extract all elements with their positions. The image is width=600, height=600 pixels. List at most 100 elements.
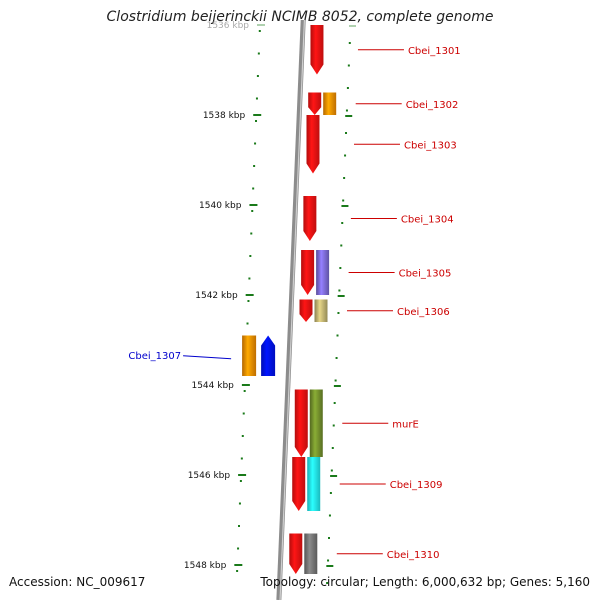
track-dot — [341, 222, 344, 224]
track-dot — [254, 142, 257, 145]
track-dot — [338, 289, 341, 292]
gene-box — [314, 299, 328, 322]
track-dot — [337, 312, 340, 314]
track-dot — [241, 435, 244, 437]
topology-text: Topology: circular; Length: 6,000,632 bp… — [260, 575, 590, 589]
track-dot — [340, 244, 343, 247]
track-dot — [237, 547, 240, 550]
accession-text: Accession: NC_009617 — [9, 575, 146, 589]
cds-arrow — [294, 389, 308, 457]
track-dot — [330, 469, 333, 472]
cds-arrow — [308, 92, 322, 115]
track-dot — [327, 559, 330, 562]
axis-tick-right — [349, 25, 356, 27]
gene-leader-line — [183, 355, 232, 360]
axis-tick — [234, 564, 243, 566]
cds-arrow — [301, 250, 315, 295]
track-dot — [258, 30, 261, 32]
track-dot — [251, 210, 254, 212]
cds-arrow — [310, 25, 324, 75]
track-dot — [342, 199, 345, 202]
track-dot — [345, 109, 348, 112]
track-dot — [257, 52, 260, 55]
track-dot — [336, 334, 339, 337]
track-dot — [247, 300, 250, 302]
gene-box — [323, 92, 337, 115]
genome-backbone-highlight — [279, 19, 306, 600]
track-dot — [345, 132, 348, 134]
gene-label: Cbei_1302 — [406, 100, 459, 111]
track-dot — [255, 120, 258, 122]
axis-tick — [238, 474, 247, 476]
track-dot — [252, 187, 255, 190]
axis-tick-right — [345, 115, 353, 117]
axis-tick-right — [337, 295, 345, 297]
axis-tick — [241, 384, 250, 386]
cds-arrow — [292, 457, 306, 511]
gene-label: Cbei_1306 — [397, 307, 450, 318]
track-dot — [333, 402, 336, 404]
axis-tick — [249, 204, 258, 206]
track-dot — [243, 390, 246, 392]
axis-tick-right — [326, 565, 334, 567]
track-dot — [335, 357, 338, 359]
gene-box — [307, 457, 321, 511]
axis-tick-label: 1538 kbp — [203, 111, 246, 121]
track-dot — [238, 502, 241, 505]
gene-label: Cbei_1305 — [399, 269, 452, 280]
track-dot — [239, 480, 242, 482]
track-dot — [248, 277, 251, 280]
track-dot — [346, 87, 349, 89]
axis-tick-right — [341, 205, 349, 207]
axis-tick-label: 1542 kbp — [195, 291, 238, 301]
track-dot — [253, 165, 256, 167]
track-dot — [328, 537, 330, 539]
gene-label: Cbei_1310 — [387, 550, 440, 561]
track-dot — [238, 525, 240, 527]
gene-box — [304, 533, 318, 574]
axis-tick-right — [333, 385, 341, 387]
track-dot — [246, 322, 249, 325]
cds-arrow — [289, 533, 303, 574]
track-dot — [339, 267, 342, 269]
track-dot — [329, 492, 332, 494]
track-dot — [328, 514, 331, 517]
track-dot — [331, 447, 334, 449]
axis-tick-label: 1544 kbp — [191, 381, 234, 391]
axis-tick-right — [330, 475, 338, 477]
track-dot — [348, 42, 351, 44]
cds-arrow — [306, 115, 320, 174]
cds-arrow — [261, 335, 276, 376]
gene-box — [309, 389, 323, 457]
axis-tick — [257, 24, 265, 26]
track-dot — [256, 75, 259, 77]
track-dot — [334, 379, 337, 382]
track-dot — [236, 570, 239, 572]
gene-label: murE — [392, 419, 419, 430]
axis-tick — [245, 294, 254, 296]
genome-backbone — [276, 19, 306, 600]
track-dot — [240, 457, 243, 460]
track-dot — [347, 64, 350, 67]
axis-tick-label: 1536 kbp — [207, 21, 250, 31]
gene-label: Cbei_1307 — [128, 351, 181, 362]
axis-tick-label: 1548 kbp — [184, 561, 227, 571]
track-dot — [326, 582, 329, 584]
axis-tick-label: 1540 kbp — [199, 201, 242, 211]
track-dot — [255, 97, 258, 100]
track-dot — [343, 177, 346, 179]
gene-box — [242, 335, 257, 376]
gene-label: Cbei_1303 — [404, 140, 457, 151]
track-dot — [344, 154, 347, 157]
track-dot — [249, 255, 252, 257]
gene-label: Cbei_1304 — [401, 215, 454, 226]
gene-box — [316, 250, 330, 295]
map-title: Clostridium beijerinckii NCIMB 8052, com… — [106, 9, 494, 25]
gene-label: Cbei_1301 — [408, 46, 461, 57]
axis-tick-label: 1546 kbp — [188, 471, 231, 481]
axis-tick — [253, 114, 262, 116]
cds-arrow — [299, 299, 313, 322]
track-dot — [250, 232, 253, 235]
